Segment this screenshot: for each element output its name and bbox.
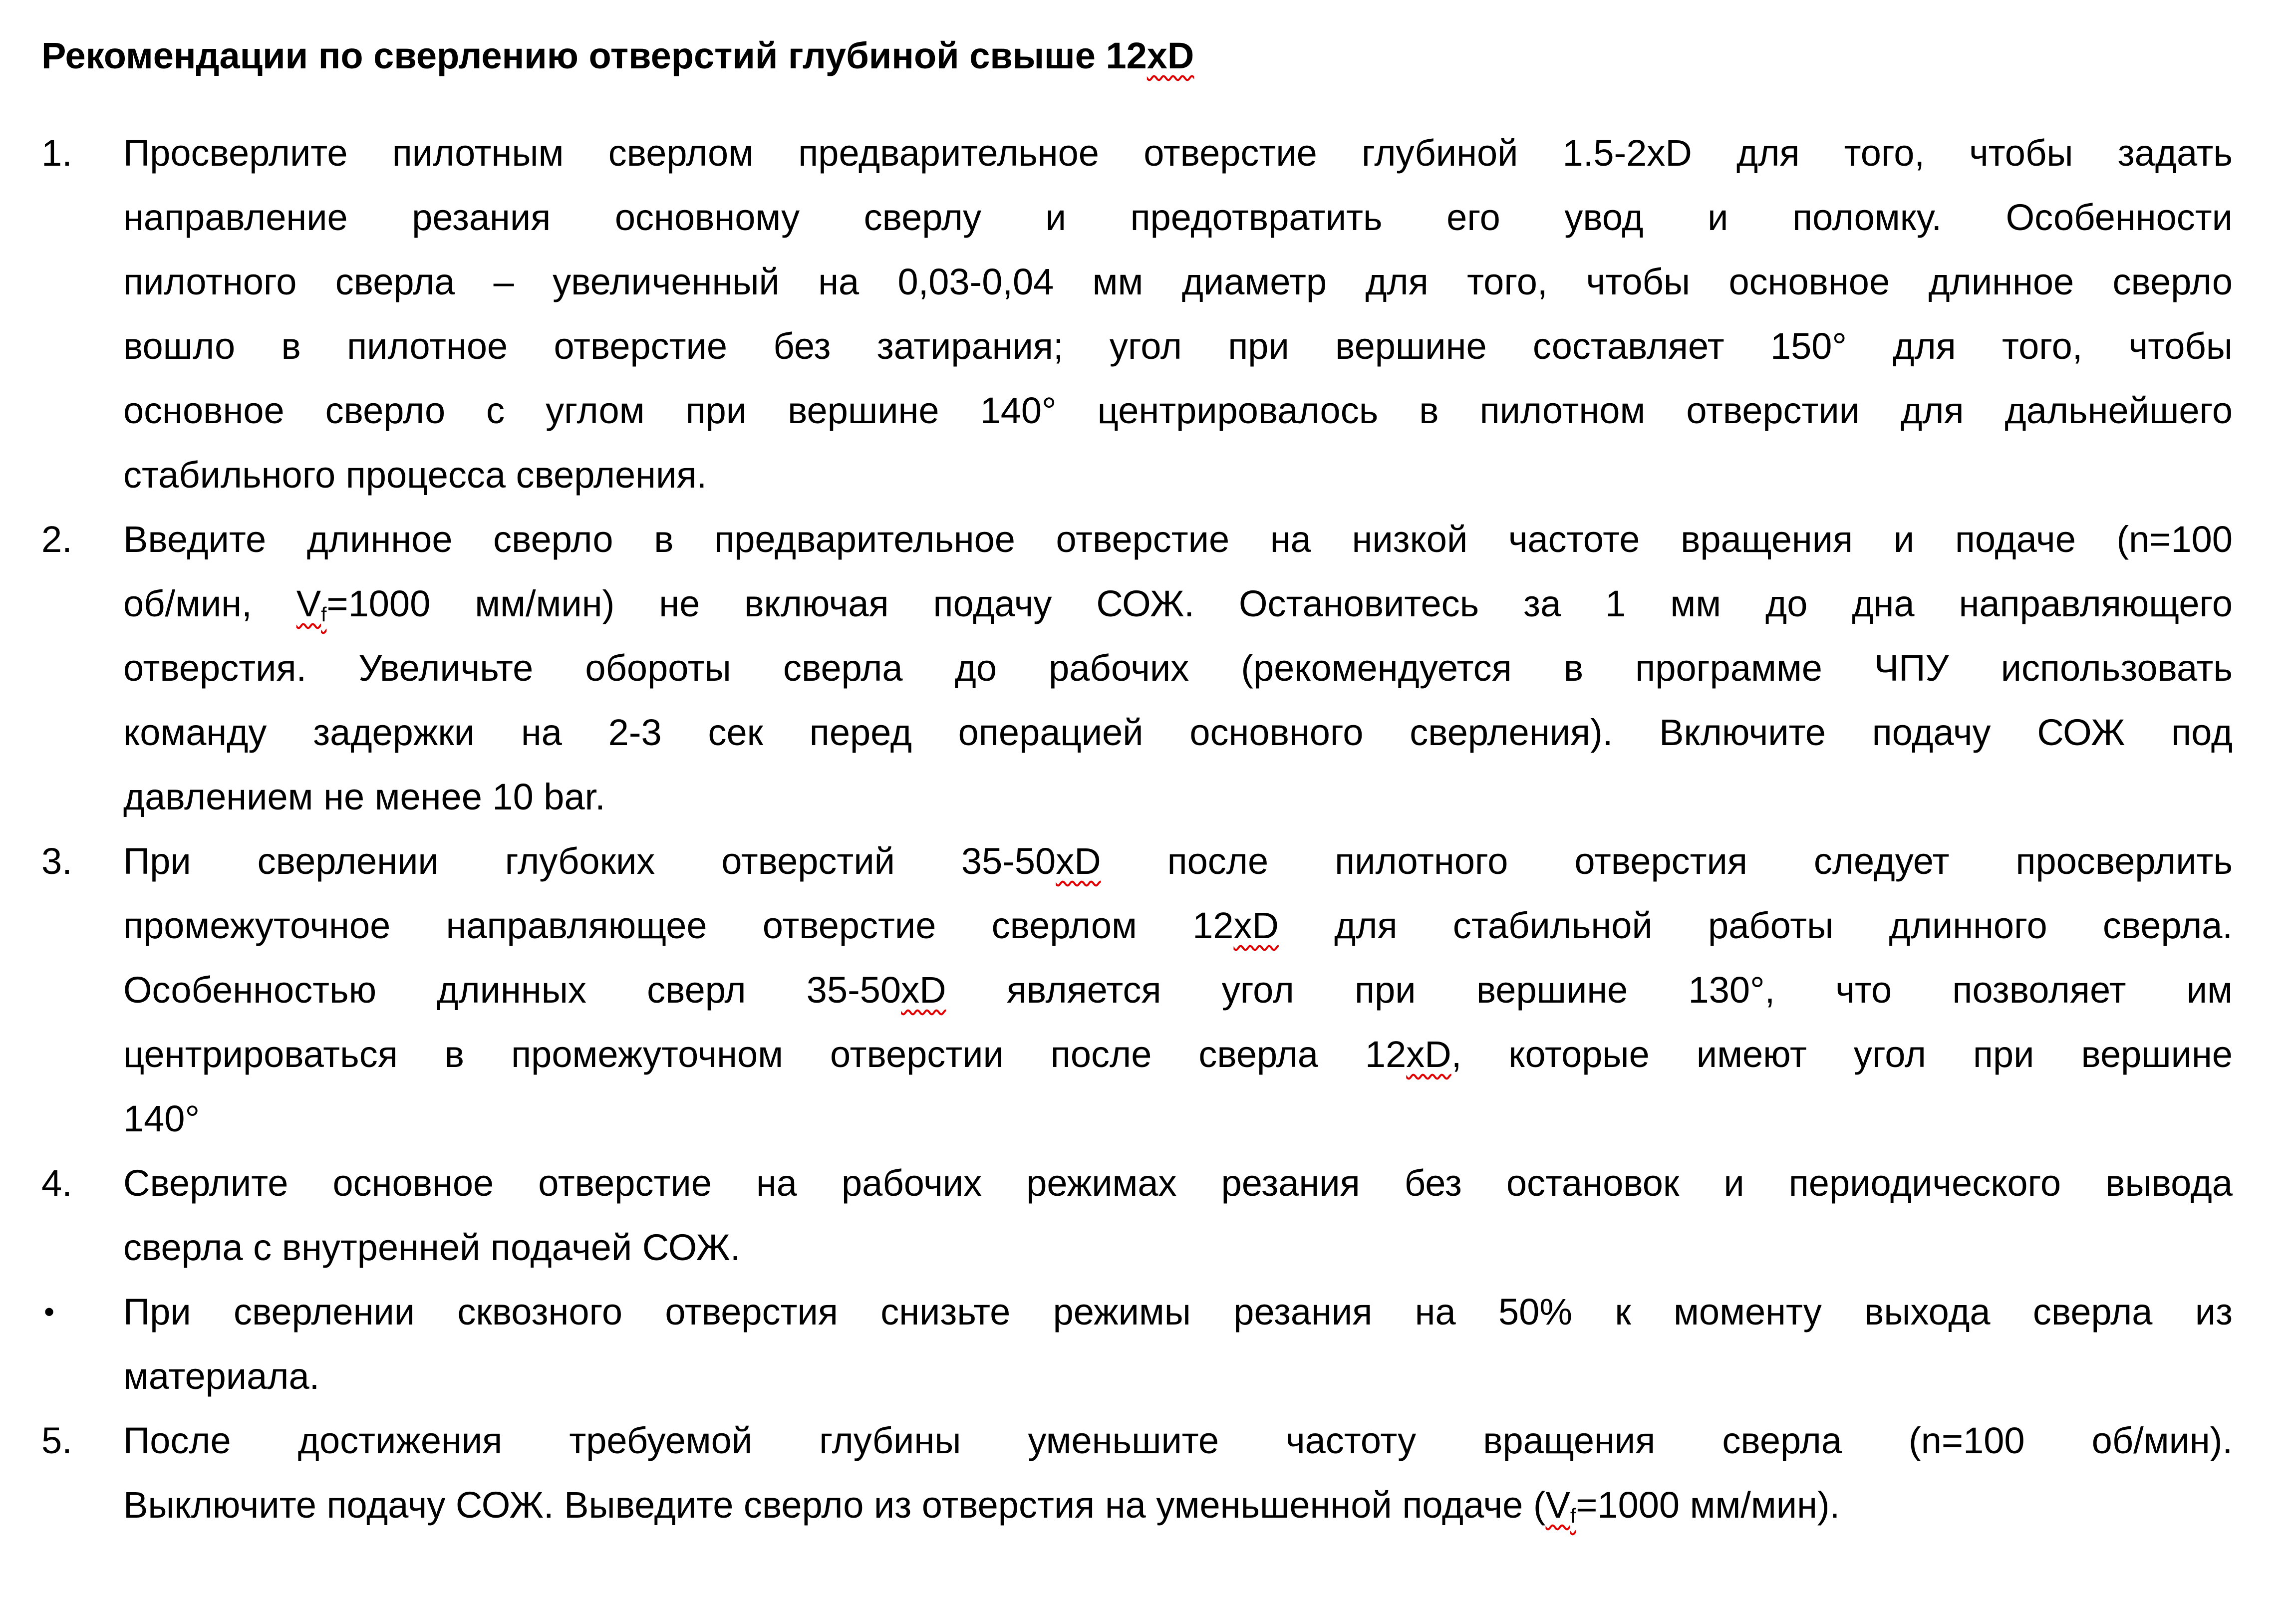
text-line: вошло в пилотное отверстие без затирания… (123, 314, 2233, 378)
text-line: давлением не менее 10 bar. (123, 765, 2233, 829)
list-item: 1. Просверлите пилотным сверлом предварит… (0, 121, 2296, 507)
text-segment: центрироваться в промежуточном отверстии… (123, 1034, 1407, 1075)
text-segment: отверстия. Увеличьте обороты сверла до р… (123, 647, 2233, 689)
text-segment: При сверлении сквозного отверстия снизьт… (123, 1291, 2233, 1332)
text-line: материала. (123, 1344, 2233, 1408)
text-line: промежуточное направляющее отверстие све… (123, 893, 2233, 958)
spellcheck-flagged-word: V (296, 583, 321, 624)
list-number: 1. (41, 132, 72, 174)
text-segment: для стабильной работы длинного сверла. (1278, 905, 2233, 946)
text-line: При сверлении сквозного отверстия снизьт… (123, 1280, 2233, 1344)
text-line: стабильного процесса сверления. (123, 443, 2233, 507)
text-segment: основное сверло с углом при вершине 140°… (123, 390, 2233, 431)
list-item: 5. После достижения требуемой глубины уме… (0, 1408, 2296, 1537)
text-segment: , которые имеют угол при вершине (1451, 1034, 2233, 1075)
text-line: команду задержки на 2-3 сек перед операц… (123, 700, 2233, 765)
text-line: Сверлите основное отверстие на рабочих р… (123, 1151, 2233, 1215)
text-line: После достижения требуемой глубины умень… (123, 1408, 2233, 1473)
text-line: 140° (123, 1086, 2233, 1151)
text-segment: стабильного процесса сверления. (123, 454, 707, 496)
text-segment: команду задержки на 2-3 сек перед операц… (123, 712, 2233, 753)
text-line: Выключите подачу СОЖ. Выведите сверло из… (123, 1473, 2233, 1537)
text-segment: является угол при вершине 130°, что позв… (946, 969, 2233, 1011)
text-line: Введите длинное сверло в предварительное… (123, 507, 2233, 571)
list-number: 3. (41, 840, 72, 882)
text-segment: При сверлении глубоких отверстий 35-50 (123, 840, 1056, 882)
text-segment: материала. (123, 1355, 320, 1397)
list-number: 5. (41, 1420, 72, 1461)
list-item: 3. При сверлении глубоких отверстий 35-50… (0, 829, 2296, 1151)
text-line: Особенностью длинных сверл 35-50xD являе… (123, 958, 2233, 1022)
list-number: 4. (41, 1162, 72, 1204)
text-line: об/мин, Vf=1000 мм/мин) не включая подач… (123, 571, 2233, 636)
text-segment: Введите длинное сверло в предварительное… (123, 519, 2233, 560)
list-item: 4. Сверлите основное отверстие на рабочих… (0, 1151, 2296, 1280)
spellcheck-flagged-word: V (1545, 1484, 1570, 1526)
text-line: Просверлите пилотным сверлом предварител… (123, 121, 2233, 185)
document-title: Рекомендации по сверлению отверстий глуб… (41, 31, 1194, 81)
text-segment: =1000 мм/мин) не включая подачу СОЖ. Ост… (326, 583, 2233, 624)
text-segment: Просверлите пилотным сверлом предварител… (123, 132, 2233, 174)
list-item: 2. Введите длинное сверло в предварительн… (0, 507, 2296, 829)
text-line: центрироваться в промежуточном отверстии… (123, 1022, 2233, 1086)
text-line: пилотного сверла – увеличенный на 0,03-0… (123, 250, 2233, 314)
spellcheck-flagged-word: xD (901, 969, 946, 1011)
bullet-marker: • (44, 1295, 55, 1329)
spellcheck-flagged-word: xD (1056, 840, 1101, 882)
text-segment: об/мин, (123, 583, 296, 624)
text-line: основное сверло с углом при вершине 140°… (123, 378, 2233, 443)
spellcheck-flagged-word: xD (1406, 1034, 1451, 1075)
recommendations-list: 1. Просверлите пилотным сверлом предварит… (0, 121, 2296, 1537)
text-segment: 140° (123, 1098, 200, 1139)
text-line: направление резания основному сверлу и п… (123, 185, 2233, 250)
text-segment: сверла с внутренней подачей СОЖ. (123, 1227, 741, 1268)
spellcheck-flagged-word: xD (1147, 35, 1194, 76)
spellcheck-flagged-word: xD (1233, 905, 1279, 946)
text-segment: промежуточное направляющее отверстие све… (123, 905, 1234, 946)
text-segment: направление резания основному сверлу и п… (123, 197, 2233, 238)
subscript-spellcheck-flagged: f (321, 603, 327, 626)
text-line: При сверлении глубоких отверстий 35-50xD… (123, 829, 2233, 893)
list-item: • При сверлении сквозного отверстия снизь… (0, 1280, 2296, 1408)
text-segment: давлением не менее 10 bar. (123, 776, 605, 817)
text-segment: Выключите подачу СОЖ. Выведите сверло из… (123, 1484, 1546, 1526)
text-segment: вошло в пилотное отверстие без затирания… (123, 325, 2233, 367)
text-segment: после пилотного отверстия следует просве… (1101, 840, 2233, 882)
list-number: 2. (41, 519, 72, 560)
text-segment: пилотного сверла – увеличенный на 0,03-0… (123, 261, 2233, 302)
text-segment: =1000 мм/мин). (1576, 1484, 1840, 1526)
subscript-spellcheck-flagged: f (1570, 1504, 1576, 1528)
text-line: сверла с внутренней подачей СОЖ. (123, 1215, 2233, 1280)
text-segment: Сверлите основное отверстие на рабочих р… (123, 1162, 2233, 1204)
text-segment: Особенностью длинных сверл 35-50 (123, 969, 901, 1011)
text-segment: После достижения требуемой глубины умень… (123, 1420, 2233, 1461)
text-line: отверстия. Увеличьте обороты сверла до р… (123, 636, 2233, 700)
text-segment: Рекомендации по сверлению отверстий глуб… (41, 35, 1147, 76)
